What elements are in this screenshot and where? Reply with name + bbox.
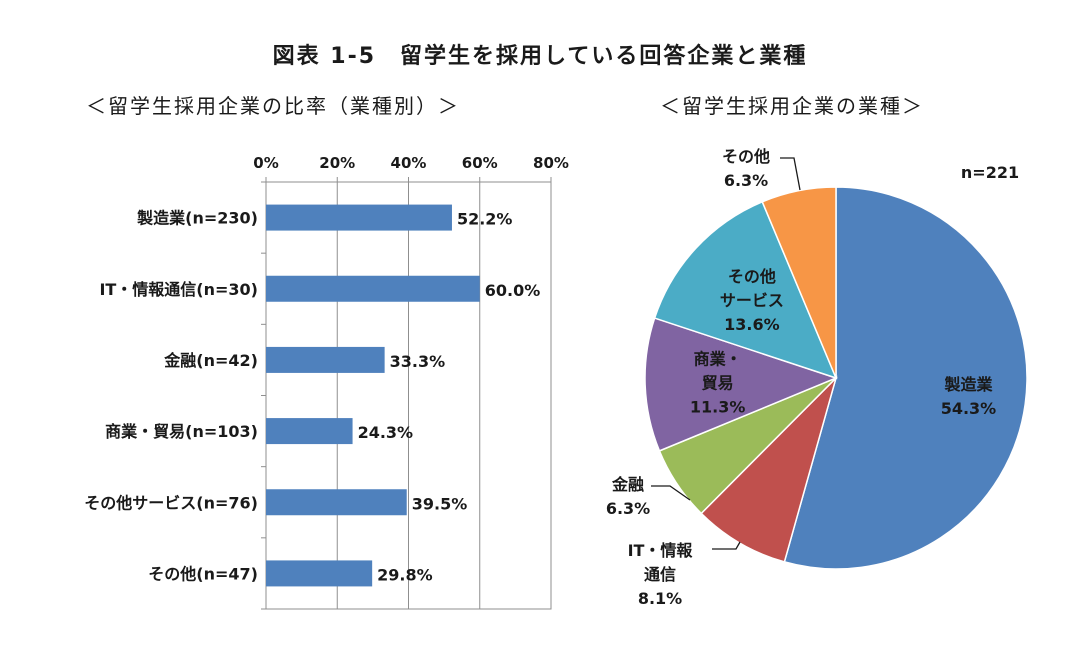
- x-tick-label: 40%: [391, 154, 427, 172]
- category-label: その他サービス(n=76): [84, 493, 258, 512]
- data-label: 24.3%: [358, 423, 414, 442]
- pie-slice: [644, 317, 839, 452]
- bar: [266, 346, 385, 373]
- slice-category-label: 製造業: [943, 375, 993, 394]
- x-tick-label: 80%: [533, 154, 569, 172]
- bar: [266, 204, 452, 231]
- bar-chart: 0% 20% 40% 60% 80% 製造業(n=230) 52.2% IT・情報通信(n=3…: [84, 154, 569, 610]
- slice-percent-label: 13.6%: [724, 315, 780, 334]
- pie-slice: [783, 186, 1028, 570]
- bar: [266, 560, 373, 587]
- slice-percent-label: 8.1%: [638, 589, 682, 608]
- leader-line: [712, 541, 741, 550]
- data-label: 60.0%: [485, 281, 541, 300]
- category-label: その他(n=47): [148, 564, 258, 583]
- data-label: 52.2%: [457, 210, 513, 229]
- slice-category-label: 金融: [611, 475, 644, 494]
- bar: [266, 418, 353, 445]
- leader-line: [780, 157, 801, 191]
- data-label: 33.3%: [390, 352, 446, 371]
- sample-size-note: n=221: [961, 163, 1019, 182]
- slice-category-label: IT・情報: [628, 541, 694, 560]
- bar: [266, 489, 407, 516]
- slice-category-label: サービス: [720, 291, 784, 310]
- category-label: 製造業(n=230): [136, 209, 258, 228]
- slice-category-label: その他: [722, 147, 770, 166]
- pie-slice: [653, 200, 838, 380]
- pie-chart: n=221 製造業 54.3% 商業・貿易 11.3% その他サービス 13.6% IT・情報…: [606, 147, 1028, 608]
- figure-title: 図表 1-5 留学生を採用している回答企業と業種: [272, 44, 808, 69]
- slice-category-label: 貿易: [702, 373, 734, 392]
- bar-chart-title: ＜留学生採用企業の比率（業種別）＞: [86, 94, 460, 118]
- data-label: 39.5%: [412, 494, 468, 513]
- slice-category-label: その他: [728, 267, 776, 286]
- slice-percent-label: 11.3%: [690, 397, 746, 416]
- data-label: 29.8%: [377, 565, 433, 584]
- pie-chart-title: ＜留学生採用企業の業種＞: [660, 94, 924, 118]
- category-label: IT・情報通信(n=30): [99, 280, 258, 299]
- x-tick-label: 0%: [253, 154, 278, 172]
- pie-slice: [761, 186, 837, 379]
- category-label: 金融(n=42): [163, 351, 258, 370]
- bar: [266, 275, 480, 302]
- slice-category-label: 通信: [644, 565, 676, 584]
- slice-percent-label: 54.3%: [941, 399, 997, 418]
- slice-category-label: 商業・: [694, 349, 742, 368]
- x-tick-label: 60%: [462, 154, 498, 172]
- x-tick-label: 20%: [319, 154, 355, 172]
- slice-percent-label: 6.3%: [724, 171, 768, 190]
- category-label: 商業・貿易(n=103): [105, 422, 258, 441]
- leader-line: [651, 485, 691, 501]
- slice-percent-label: 6.3%: [606, 499, 650, 518]
